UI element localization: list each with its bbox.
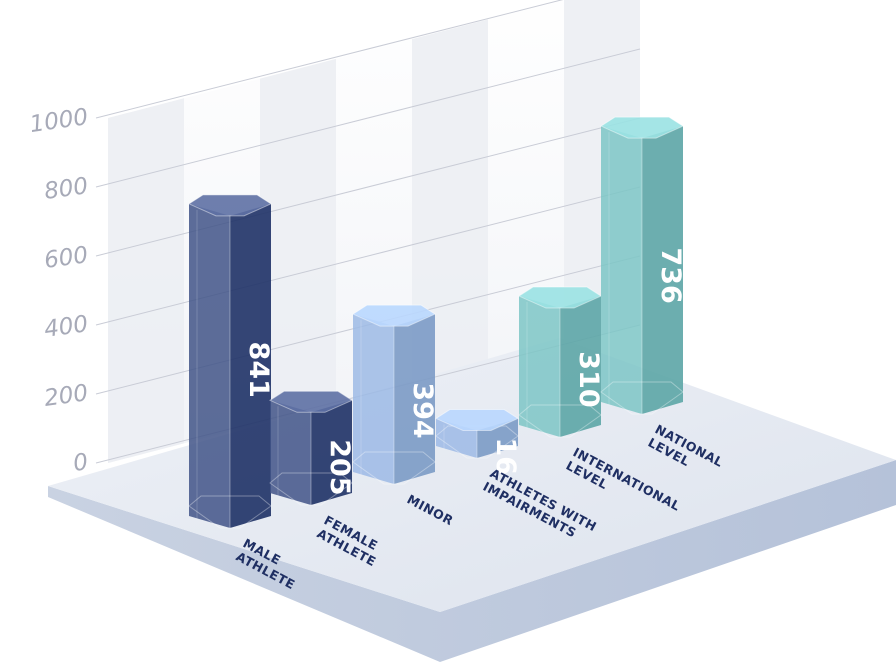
bar-face-left xyxy=(353,314,394,484)
y-tick-label: 600 xyxy=(43,242,90,274)
bar-face-right xyxy=(560,296,601,437)
bar-value-label: 310 xyxy=(573,351,604,407)
bar-face-right xyxy=(642,126,683,414)
gridline xyxy=(95,0,564,119)
bar-face-left xyxy=(601,126,642,414)
y-tick-label: 400 xyxy=(43,311,90,343)
wall-stripe xyxy=(108,98,184,464)
bar-cap xyxy=(351,304,437,327)
bar-cap xyxy=(268,390,354,413)
bar-face-left xyxy=(519,296,560,437)
bar: 310 xyxy=(517,286,604,438)
floor-top xyxy=(48,338,896,612)
bar-value-label: 841 xyxy=(243,342,274,398)
gridline xyxy=(95,186,641,326)
y-axis-ticks: 0 200 400 600 800 1000 xyxy=(28,104,90,477)
y-tick-label: 1000 xyxy=(28,104,90,138)
floor-edge xyxy=(48,460,896,662)
bar-face-right xyxy=(230,203,271,529)
gridline xyxy=(95,48,641,188)
bar-face-right xyxy=(311,400,352,505)
bar-value-label: 205 xyxy=(324,439,355,495)
bars: 841 205 394 16 310 736 xyxy=(187,116,686,529)
bar-face-left xyxy=(189,203,230,529)
bar-value-label: 394 xyxy=(407,382,438,438)
bar-cap xyxy=(187,194,273,217)
bar: 394 xyxy=(351,304,438,485)
y-tick-label: 0 xyxy=(72,449,90,477)
bar-face-right xyxy=(394,314,435,484)
bar-value-label: 736 xyxy=(655,247,686,303)
bar-face-left xyxy=(270,400,311,505)
bar: 736 xyxy=(599,116,686,415)
wall-stripe xyxy=(412,19,488,385)
bar: 841 xyxy=(187,194,274,529)
y-tick-label: 800 xyxy=(43,173,90,205)
floor-plane xyxy=(48,338,896,662)
gridline xyxy=(95,117,641,257)
bar-cap xyxy=(599,116,685,139)
bar: 205 xyxy=(268,390,355,506)
bar-cap xyxy=(434,408,520,431)
y-tick-label: 200 xyxy=(43,380,90,412)
bar-value-label: 16 xyxy=(490,437,521,475)
wall-stripe xyxy=(260,58,336,424)
bar: 16 xyxy=(434,408,521,475)
